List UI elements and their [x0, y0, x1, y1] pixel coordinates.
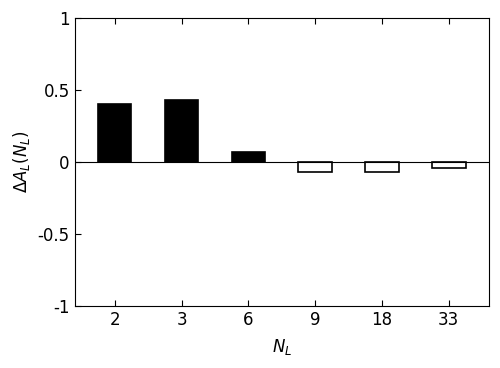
Bar [432, 162, 466, 169]
Y-axis label: $\Delta A_L(N_L)$: $\Delta A_L(N_L)$ [11, 131, 32, 193]
Bar [232, 152, 265, 162]
X-axis label: $N_L$: $N_L$ [272, 337, 292, 357]
Bar [98, 104, 132, 162]
Bar [165, 100, 198, 162]
Bar [298, 162, 332, 172]
Bar [366, 162, 398, 172]
